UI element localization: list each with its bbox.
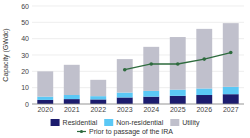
bar [223,87,239,94]
legend-label: Residential [63,119,98,126]
x-tick-label: 2026 [196,106,212,113]
grid-line [32,22,244,23]
legend-marker [80,130,83,133]
y-tick-label: 40 [21,35,29,42]
bar [170,96,186,104]
legend-label: Prior to passage of the IRA [89,128,173,136]
legend-label: Utility [182,119,200,127]
x-axis: 2020 2021 2022 2023 2024 2025 2026 2027 [32,104,244,113]
bar [117,97,133,104]
bar [117,93,133,98]
grid-line [32,6,244,7]
bar [196,88,212,95]
x-tick-label: 2025 [170,106,186,113]
y-axis-label: Capacity (GWdc) [2,28,10,81]
y-tick-label: 20 [21,68,29,75]
x-tick-label: 2023 [117,106,133,113]
bar [196,95,212,104]
bar [37,97,53,100]
bar [117,59,133,92]
bar [64,65,80,95]
bar [90,80,106,96]
grid [32,6,244,104]
legend-swatch [51,119,60,126]
bar [90,96,106,99]
legend-label: Non-residential [116,119,164,126]
x-tick-label: 2022 [90,106,106,113]
x-tick-label: 2020 [37,106,53,113]
chart: Residential Non-residential Utility Prior t… [0,0,250,138]
x-tick-label: 2021 [64,106,80,113]
marks [37,23,238,104]
bar [143,97,159,104]
legend-swatch [104,119,113,126]
bar [170,90,186,96]
bar [143,91,159,97]
legend-item: Prior to passage of the IRA [77,128,173,136]
x-tick-label: 2024 [143,106,159,113]
y-axis: 0 10 20 30 40 50 60 [21,3,29,108]
grid-line [32,104,244,105]
bar [37,100,53,104]
y-tick-label: 50 [21,19,29,26]
bar [64,99,80,104]
bar [64,95,80,99]
marker [202,57,206,61]
y-tick-label: 0 [25,101,29,108]
line [125,53,231,70]
y-tick-label: 10 [21,84,29,91]
legend-item: Utility [170,119,200,127]
legend-item: Residential [51,119,98,126]
bar [196,29,212,89]
bar [223,23,239,87]
legend-item: Non-residential [104,119,164,126]
bar [143,47,159,91]
y-tick-label: 60 [21,3,29,10]
bar [37,71,53,96]
bar [90,99,106,104]
legend-swatch [170,119,179,126]
x-axis-line [32,104,244,105]
marker [123,68,127,72]
marker [149,62,153,66]
marker [176,62,180,66]
bar [223,94,239,104]
legend: Residential Non-residential Utility Prior t… [51,119,200,136]
x-tick-label: 2027 [223,106,239,113]
y-tick-label: 30 [21,52,29,59]
marker [229,51,233,55]
